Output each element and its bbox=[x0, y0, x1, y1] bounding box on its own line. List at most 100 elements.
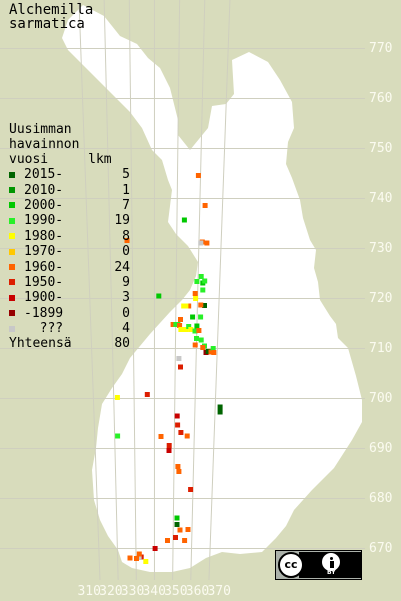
legend-row: 1900- 3 bbox=[9, 290, 130, 305]
legend-total-label: Yhteensä bbox=[9, 336, 72, 352]
y-tick-label: 770 bbox=[369, 40, 393, 56]
observation-marker bbox=[208, 349, 214, 355]
observation-marker bbox=[124, 238, 130, 243]
grid-meridian bbox=[190, 0, 206, 581]
observation-marker bbox=[192, 328, 198, 334]
legend-heading-line2: havainnon bbox=[9, 137, 80, 152]
grid-meridian bbox=[103, 0, 119, 581]
observation-marker bbox=[178, 430, 184, 435]
grid-meridian bbox=[172, 0, 181, 581]
observation-marker bbox=[202, 278, 208, 284]
legend-swatch bbox=[9, 187, 15, 194]
observation-marker bbox=[181, 303, 187, 309]
observation-marker bbox=[193, 296, 199, 301]
x-tick-label: 360 bbox=[185, 584, 210, 599]
observation-marker bbox=[192, 342, 198, 348]
observation-marker bbox=[158, 434, 164, 439]
observation-marker bbox=[166, 443, 172, 448]
legend-col-year: vuosi bbox=[9, 152, 49, 167]
observation-marker bbox=[184, 433, 190, 439]
legend-rows: 2015- 5 2010- 1 2000- 7 1990- 19 1980- 8 1970- 0 196… bbox=[9, 167, 130, 336]
observation-marker bbox=[127, 555, 133, 561]
legend-row-label: 1970- bbox=[24, 244, 64, 260]
observation-marker bbox=[170, 322, 176, 327]
x-tick-label: 370 bbox=[207, 584, 231, 599]
observation-marker bbox=[176, 356, 182, 361]
legend-column-headers: vuosi lkm bbox=[9, 152, 130, 167]
observation-marker bbox=[176, 469, 182, 474]
legend-swatch bbox=[9, 294, 15, 301]
legend-row: 2015- 5 bbox=[9, 167, 130, 182]
observation-marker bbox=[217, 409, 223, 415]
y-tick-label: 690 bbox=[369, 440, 393, 456]
cc-license-badge[interactable]: cc BY bbox=[275, 550, 362, 580]
observation-marker bbox=[202, 203, 208, 208]
legend-row: 1970- 0 bbox=[9, 244, 130, 259]
legend-row: 1980- 8 bbox=[9, 229, 130, 244]
observation-marker bbox=[194, 336, 199, 341]
y-tick-label: 750 bbox=[369, 140, 393, 156]
legend-row: 1990- 19 bbox=[9, 213, 130, 228]
observation-marker bbox=[173, 535, 178, 540]
observation-marker bbox=[174, 522, 180, 527]
observation-markers bbox=[114, 173, 223, 564]
x-tick-label: 340 bbox=[142, 584, 166, 599]
y-tick-label: 720 bbox=[369, 290, 393, 306]
observation-marker bbox=[136, 551, 142, 557]
legend: Uusimman havainnon vuosi lkm 2015- 5 2010-… bbox=[9, 122, 130, 351]
by-label: BY bbox=[327, 569, 336, 576]
coordinate-grid bbox=[0, 0, 365, 581]
legend-col-count: lkm bbox=[88, 152, 112, 167]
legend-row: 2000- 7 bbox=[9, 198, 130, 213]
y-tick-label: 710 bbox=[369, 340, 393, 356]
x-tick-label: 310 bbox=[77, 584, 101, 599]
observation-marker bbox=[196, 328, 202, 333]
legend-swatch bbox=[9, 233, 15, 240]
observation-marker bbox=[198, 274, 204, 279]
observation-marker bbox=[192, 291, 198, 296]
legend-swatch bbox=[9, 202, 15, 209]
observation-marker bbox=[178, 317, 183, 322]
legend-swatch bbox=[9, 264, 15, 271]
observation-marker bbox=[174, 515, 180, 521]
observation-marker bbox=[198, 302, 204, 308]
legend-row-count: 3 bbox=[122, 290, 130, 306]
species-title: Alchemilla bbox=[9, 2, 94, 18]
legend-row-count: 8 bbox=[122, 228, 130, 244]
observation-marker bbox=[174, 413, 180, 419]
legend-row-label: 2000- bbox=[24, 197, 64, 213]
legend-row-label: 1990- bbox=[24, 213, 64, 229]
legend-row: 2010- 1 bbox=[9, 182, 130, 198]
by-person-icon bbox=[322, 553, 340, 571]
observation-marker bbox=[200, 287, 206, 293]
grid-meridian bbox=[208, 0, 231, 581]
legend-total-count: 80 bbox=[114, 336, 130, 352]
observation-marker bbox=[205, 349, 211, 354]
y-tick-label: 670 bbox=[369, 540, 393, 556]
observation-marker bbox=[186, 324, 192, 329]
y-tick-label: 740 bbox=[369, 190, 393, 206]
observation-marker bbox=[198, 240, 204, 246]
observation-marker bbox=[188, 487, 194, 492]
observation-marker bbox=[200, 345, 206, 350]
legend-row-count: 0 bbox=[122, 305, 130, 321]
observation-marker bbox=[165, 538, 170, 543]
legend-row: ??? 4 bbox=[9, 321, 130, 336]
legend-row-count: 19 bbox=[114, 213, 130, 229]
legend-row-label: ??? bbox=[24, 321, 64, 337]
observation-marker bbox=[198, 314, 204, 320]
observation-marker bbox=[181, 217, 187, 223]
observation-marker bbox=[195, 173, 201, 178]
observation-marker bbox=[194, 279, 200, 284]
observation-marker bbox=[175, 422, 181, 428]
legend-row-label: 2010- bbox=[24, 182, 64, 198]
legend-swatch bbox=[9, 310, 15, 317]
grid-meridian bbox=[128, 0, 137, 581]
legend-swatch bbox=[9, 248, 15, 255]
observation-marker bbox=[210, 346, 216, 351]
observation-marker bbox=[177, 527, 183, 533]
observation-marker bbox=[217, 404, 223, 410]
y-tick-label: 760 bbox=[369, 90, 393, 106]
legend-heading-line1: Uusimman bbox=[9, 122, 72, 137]
